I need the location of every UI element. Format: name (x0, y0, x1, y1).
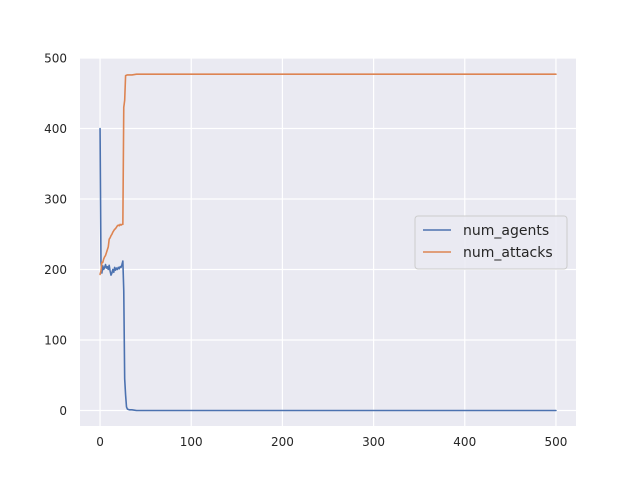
y-tick-label: 200 (44, 263, 67, 277)
series-line-num-agents (99, 127, 557, 412)
y-tick-label: 400 (44, 122, 67, 136)
series-layer (99, 73, 557, 412)
y-axis-ticks: 0 100 200 300 400 500 (44, 52, 67, 418)
series-line-num-attacks (99, 73, 557, 276)
x-tick-label: 400 (453, 435, 476, 449)
y-tick-label: 300 (44, 192, 67, 206)
x-tick-label: 300 (362, 435, 385, 449)
legend-box (414, 215, 568, 270)
x-tick-label: 0 (96, 435, 104, 449)
x-tick-label: 200 (271, 435, 294, 449)
legend: num_agents num_attacks (414, 215, 568, 270)
x-axis-ticks: 0 100 200 300 400 500 (96, 435, 567, 449)
x-tick-label: 500 (544, 435, 567, 449)
y-tick-label: 500 (44, 52, 67, 66)
legend-label: num_agents (463, 223, 549, 239)
x-tick-label: 100 (180, 435, 203, 449)
legend-label: num_attacks (463, 245, 553, 261)
y-tick-label: 100 (44, 333, 67, 347)
grid-lines (80, 57, 576, 426)
y-tick-label: 0 (59, 404, 67, 418)
